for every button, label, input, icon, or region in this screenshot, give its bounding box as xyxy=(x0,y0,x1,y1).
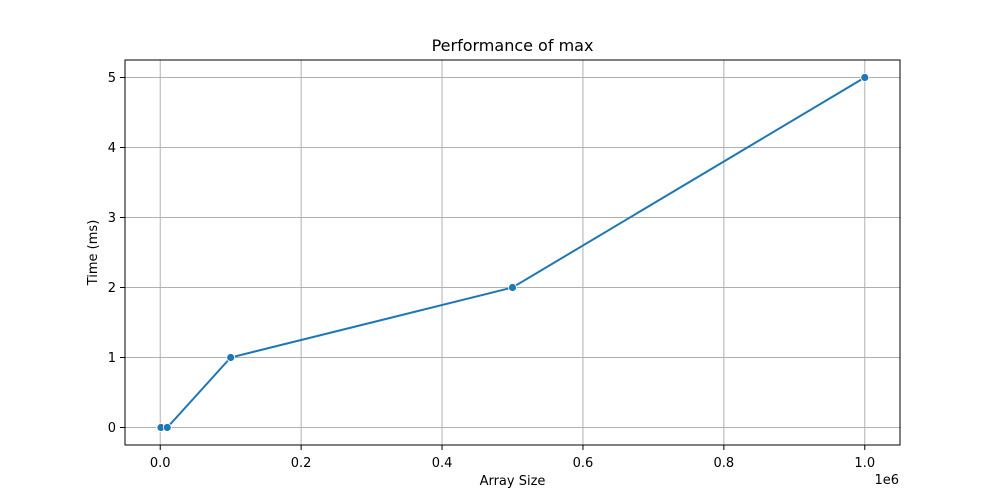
y-tick-label: 2 xyxy=(108,281,116,296)
y-tick-label: 1 xyxy=(108,351,116,366)
grid xyxy=(125,60,900,445)
y-tick-label: 4 xyxy=(108,141,116,156)
x-axis-offset-label: 1e6 xyxy=(874,473,899,488)
x-axis-label: Array Size xyxy=(480,474,546,489)
x-tick-label: 0.2 xyxy=(291,456,312,471)
data-point xyxy=(508,283,517,292)
series-line xyxy=(160,76,866,429)
x-tick-label: 0.0 xyxy=(150,456,171,471)
x-tick-label: 1.0 xyxy=(854,456,875,471)
x-tick-label: 0.8 xyxy=(714,456,735,471)
data-point xyxy=(226,353,236,362)
y-tick-label: 3 xyxy=(108,211,116,226)
ticks: 0.0 0.2 0.4 0.6 0.8 1.0 0 1 2 3 4 5 xyxy=(108,71,875,471)
x-tick-label: 0.4 xyxy=(432,456,453,471)
data-point xyxy=(162,423,172,432)
data-point xyxy=(860,73,870,82)
y-axis-label: Time (ms) xyxy=(86,220,101,287)
chart-title: Performance of max xyxy=(432,36,594,55)
plot-frame xyxy=(124,59,901,446)
x-tick-label: 0.6 xyxy=(573,456,594,471)
y-tick-label: 0 xyxy=(108,421,116,436)
y-tick-label: 5 xyxy=(108,71,116,86)
series-layer xyxy=(155,73,870,432)
